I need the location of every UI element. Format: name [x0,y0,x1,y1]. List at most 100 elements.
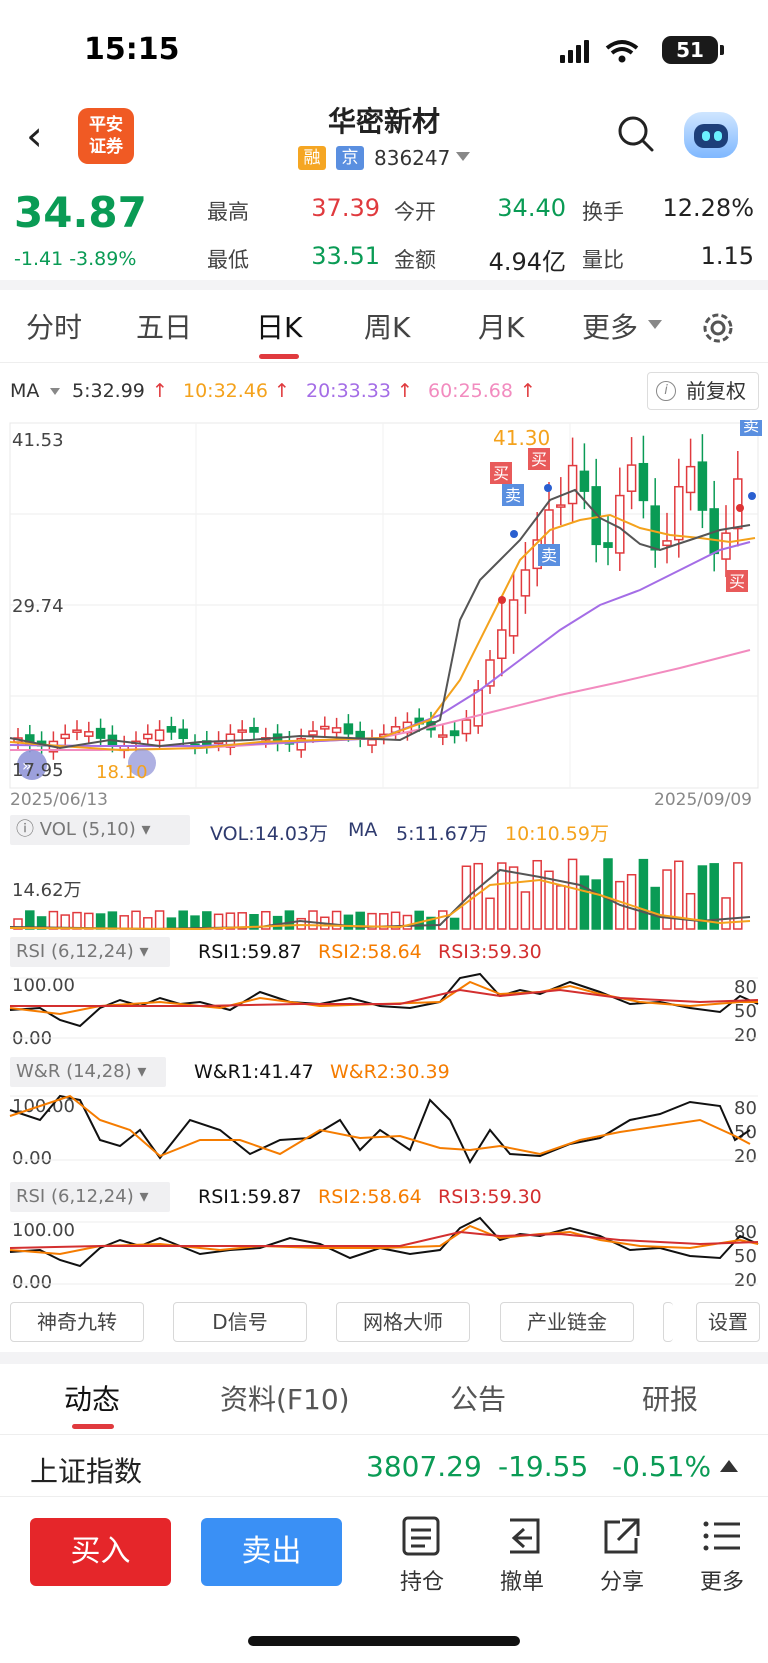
rsi-chart[interactable] [0,968,768,1048]
rsi-box-label: RSI (6,12,24) [16,1186,134,1207]
adjust-button[interactable]: 前复权 [647,372,759,410]
rsi-level-20: 20 [734,1025,757,1046]
tab-more[interactable]: 更多 [582,311,639,344]
info-icon[interactable]: ⓘ [16,819,34,840]
tool-settings[interactable]: 设置 [696,1302,760,1342]
sell-button[interactable]: 卖出 [201,1518,342,1586]
tab-monthly-k[interactable]: 月K [478,311,525,344]
volume-bar [556,885,566,930]
candle-body [166,726,177,733]
wr-indicator-selector[interactable]: W&R (14,28) ▾ [10,1057,166,1087]
battery-icon: 51 [662,36,718,64]
candle-body [95,727,106,739]
gear-icon[interactable] [700,310,736,346]
candle-body [497,629,507,660]
rsi-axis-top: 100.00 [12,975,75,996]
tool-partial[interactable] [663,1302,673,1342]
rsi-level-20: 20 [734,1270,757,1291]
ma-selector[interactable]: MA [10,380,40,402]
rsi3-line [9,1230,759,1249]
buy-marker-text: 买 [729,572,745,591]
buy-marker [726,570,748,592]
holdings-label[interactable]: 持仓 [399,1570,444,1595]
tab-research[interactable]: 研报 [642,1383,699,1416]
flag-icon[interactable] [128,749,156,777]
volume-bar [579,875,590,930]
tabs-divider [0,1434,768,1435]
back-chevron-icon[interactable]: ‹ [26,111,43,160]
volume-bar [355,911,365,930]
info-icon[interactable]: i [656,381,676,401]
expand-icon[interactable] [17,750,47,780]
rsi1-line [9,972,759,1028]
robot-face [694,124,728,148]
sell-marker [502,484,524,506]
tabs-divider [0,362,768,363]
stock-code[interactable]: 836247 [374,146,451,170]
volume-bar [190,915,200,930]
tab-intraday[interactable]: 分时 [26,311,83,344]
tool-nine-turns[interactable]: 神奇九转 [10,1302,144,1342]
wr1-value: W&R1:41.47 [194,1061,314,1083]
tab-f10[interactable]: 资料(F10) [220,1383,350,1416]
index-name[interactable]: 上证指数 [30,1455,143,1488]
volume-bar [95,913,106,930]
vol-indicator-selector[interactable]: ⓘ VOL (5,10) ▾ [10,815,190,845]
tab-five-day[interactable]: 五日 [136,311,193,344]
buy-button[interactable]: 买入 [30,1518,171,1586]
status-time: 15:15 [84,32,180,67]
sell-marker-text: 卖 [541,546,557,565]
holdings-icon[interactable] [400,1516,444,1556]
more-label[interactable]: 更多 [699,1570,744,1595]
volume-ratio-value: 1.15 [700,242,754,270]
home-indicator [248,1636,520,1646]
candle-body [579,470,590,492]
kline-chart[interactable]: 41.30 买 买 卖 卖 卖 买 » [0,420,768,800]
share-icon[interactable] [600,1516,644,1556]
rsi2-line [9,980,758,1016]
ticker-divider [0,1496,768,1497]
volume-bar [685,892,696,930]
wr-chart[interactable] [0,1090,768,1170]
cancel-order-icon[interactable] [500,1516,544,1556]
volume-chart[interactable] [0,845,768,930]
search-icon[interactable] [616,114,656,154]
rsi2-indicator-selector[interactable]: RSI (6,12,24) ▾ [10,1182,170,1212]
tab-news[interactable]: 动态 [64,1383,121,1416]
volume-bar [603,858,613,930]
rsi1-value: RSI1:59.87 [198,1186,302,1208]
vol-value: VOL:14.03万 [210,823,328,845]
volume-bar [591,879,601,930]
tab-weekly-k[interactable]: 周K [364,311,411,344]
wr-box-label: W&R (14,28) [16,1061,132,1082]
volume-bar [485,897,495,930]
index-pct: -0.51% [612,1450,712,1483]
ma-caret-icon[interactable] [50,388,60,395]
share-label[interactable]: 分享 [599,1570,644,1595]
volume-bar [343,914,354,930]
exchange-tag: 京 [336,146,364,170]
signal-wifi-icon [560,40,639,63]
expand-up-icon[interactable] [720,1460,738,1472]
more-menu-icon[interactable] [700,1516,744,1556]
tool-industry-chain[interactable]: 产业链金 [500,1302,634,1342]
volume-bar [532,859,542,930]
tool-d-signal[interactable]: D信号 [173,1302,307,1342]
tab-daily-k[interactable]: 日K [256,311,303,344]
volume-bar [449,917,460,930]
volume-bar [567,858,578,930]
volume-bar [733,862,743,930]
y-axis-low: 17.95 [12,760,64,781]
candle-body [626,464,637,492]
rsi2-chart[interactable] [0,1214,768,1294]
candle-body [84,731,94,737]
rsi-indicator-selector[interactable]: RSI (6,12,24) ▾ [10,937,170,967]
robot-eye-left [702,131,710,141]
tool-grid-master[interactable]: 网格大师 [336,1302,470,1342]
cancel-order-label[interactable]: 撤单 [499,1570,544,1595]
tab-announcements[interactable]: 公告 [450,1383,507,1416]
high-value: 37.39 [311,194,380,222]
caret-down-icon[interactable] [456,152,470,161]
more-caret-icon[interactable] [648,320,662,329]
